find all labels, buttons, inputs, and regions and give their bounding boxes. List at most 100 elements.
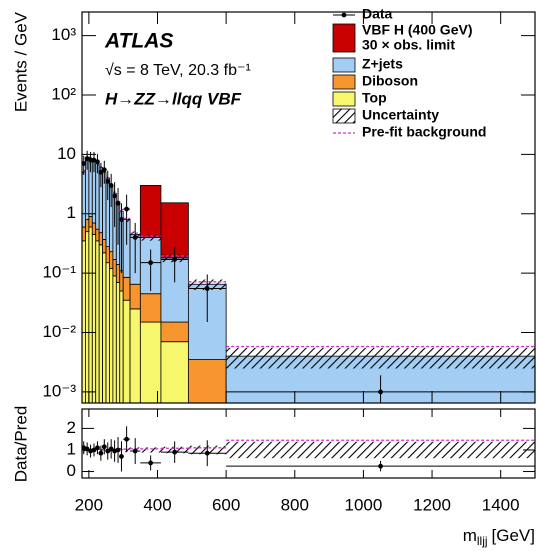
hist-bar xyxy=(85,231,90,403)
legend-swatch xyxy=(332,91,356,107)
ratio-point xyxy=(124,436,130,442)
experiment: ATLAS xyxy=(104,30,173,53)
ratio-uncertainty xyxy=(226,441,535,459)
x-tick-label: 200 xyxy=(75,495,103,514)
y-tick-label: 10⁻¹ xyxy=(42,263,76,282)
hist-bar xyxy=(160,321,189,343)
y-tick-label: 1 xyxy=(67,203,76,222)
data-point xyxy=(112,193,118,199)
legend-label: Uncertainty xyxy=(362,107,439,123)
x-tick-label: 1000 xyxy=(344,495,382,514)
hist-bar xyxy=(160,341,189,403)
ratio-point xyxy=(172,449,178,455)
ratio-point xyxy=(95,445,100,451)
y-tick-label: 10³ xyxy=(51,25,76,44)
hist-bar xyxy=(91,233,97,403)
legend-label: VBF H (400 GeV) xyxy=(362,22,472,38)
hist-bar xyxy=(109,251,114,269)
data-point xyxy=(119,217,124,222)
hist-bar xyxy=(129,308,141,403)
legend-swatch xyxy=(332,108,356,124)
legend-swatch xyxy=(332,23,356,53)
x-label-unit: [GeV] xyxy=(492,526,535,545)
main-frame xyxy=(81,11,536,404)
hist-bar xyxy=(95,228,100,242)
ratio-uncertainty xyxy=(140,447,161,453)
legend-note: 30 × obs. limit xyxy=(362,37,455,53)
data-point xyxy=(108,183,114,188)
hist-bar xyxy=(139,293,162,323)
data-point xyxy=(378,389,383,395)
ratio-point xyxy=(204,450,210,456)
y-axis-label: Events / GeV xyxy=(11,11,30,112)
ratio-y-tick-label: 0 xyxy=(67,461,76,480)
data-point xyxy=(98,169,104,175)
hist-bar xyxy=(119,290,124,403)
ratio-y-tick-label: 2 xyxy=(67,418,76,437)
hist-bar xyxy=(129,283,141,310)
x-tick-label: 400 xyxy=(143,495,171,514)
hist-bar xyxy=(122,276,131,301)
hist-bar xyxy=(115,264,121,283)
data-point xyxy=(105,179,111,184)
ratio-point xyxy=(119,454,124,459)
ratio-point xyxy=(148,460,154,466)
ratio-point xyxy=(132,448,138,454)
hist-bar xyxy=(115,281,121,403)
data-point xyxy=(172,257,178,262)
hist-bar xyxy=(119,270,124,292)
ratio-frame xyxy=(81,408,536,479)
hist-bar xyxy=(102,252,107,403)
hist-bar xyxy=(187,359,227,403)
hist-bar xyxy=(88,226,93,403)
data-point xyxy=(95,159,100,165)
energy: √s = 8 TeV, 20.3 fb⁻¹ xyxy=(105,62,251,79)
hist-bar xyxy=(139,185,162,238)
ratio-point xyxy=(101,444,107,450)
data-point xyxy=(204,286,210,291)
ratio-point xyxy=(378,463,383,469)
legend-label: Top xyxy=(362,90,387,106)
data-point xyxy=(88,157,93,163)
legend-label: Data xyxy=(362,6,393,22)
ratio-plot xyxy=(82,426,535,472)
data-point xyxy=(132,234,138,240)
hist-bar xyxy=(91,222,97,235)
x-label-sub: lljj xyxy=(477,534,488,548)
ratio-y-label: Data/Pred xyxy=(11,406,30,483)
data-point xyxy=(124,206,130,212)
y-tick-label: 10 xyxy=(57,144,76,163)
ratio-point xyxy=(91,447,97,453)
hist-bar xyxy=(112,275,117,403)
hist-bar xyxy=(122,299,131,403)
x-tick-label: 1400 xyxy=(482,495,520,514)
legend-data-marker xyxy=(341,12,347,18)
legend-swatch xyxy=(332,74,356,90)
uncertainty-band xyxy=(226,347,535,369)
data-point xyxy=(101,167,107,173)
hist-bar xyxy=(105,246,110,264)
x-tick-label: 800 xyxy=(281,495,309,514)
y-tick-label: 10⁻³ xyxy=(42,381,76,400)
ratio-point xyxy=(115,447,121,453)
ratio-point xyxy=(105,448,111,454)
data-point xyxy=(115,200,121,206)
hist-bar xyxy=(102,238,107,254)
hist-bar xyxy=(105,262,110,403)
hist-bar xyxy=(112,259,117,277)
legend-label: Pre-fit background xyxy=(362,124,486,140)
y-tick-label: 10⁻² xyxy=(42,322,76,341)
hist-bar xyxy=(109,268,114,403)
hist-bar xyxy=(98,244,103,403)
hist-bar xyxy=(98,232,103,246)
hist-bar xyxy=(95,240,100,403)
x-axis-label: mlljj [GeV] xyxy=(463,526,535,548)
ratio-point xyxy=(98,450,104,456)
ratio-point xyxy=(108,446,114,452)
legend-swatch xyxy=(332,57,356,73)
legend-label: Z+jets xyxy=(362,56,403,72)
main-plot xyxy=(82,150,535,403)
y-tick-label: 10² xyxy=(51,84,76,103)
legend-label: Diboson xyxy=(362,73,418,89)
